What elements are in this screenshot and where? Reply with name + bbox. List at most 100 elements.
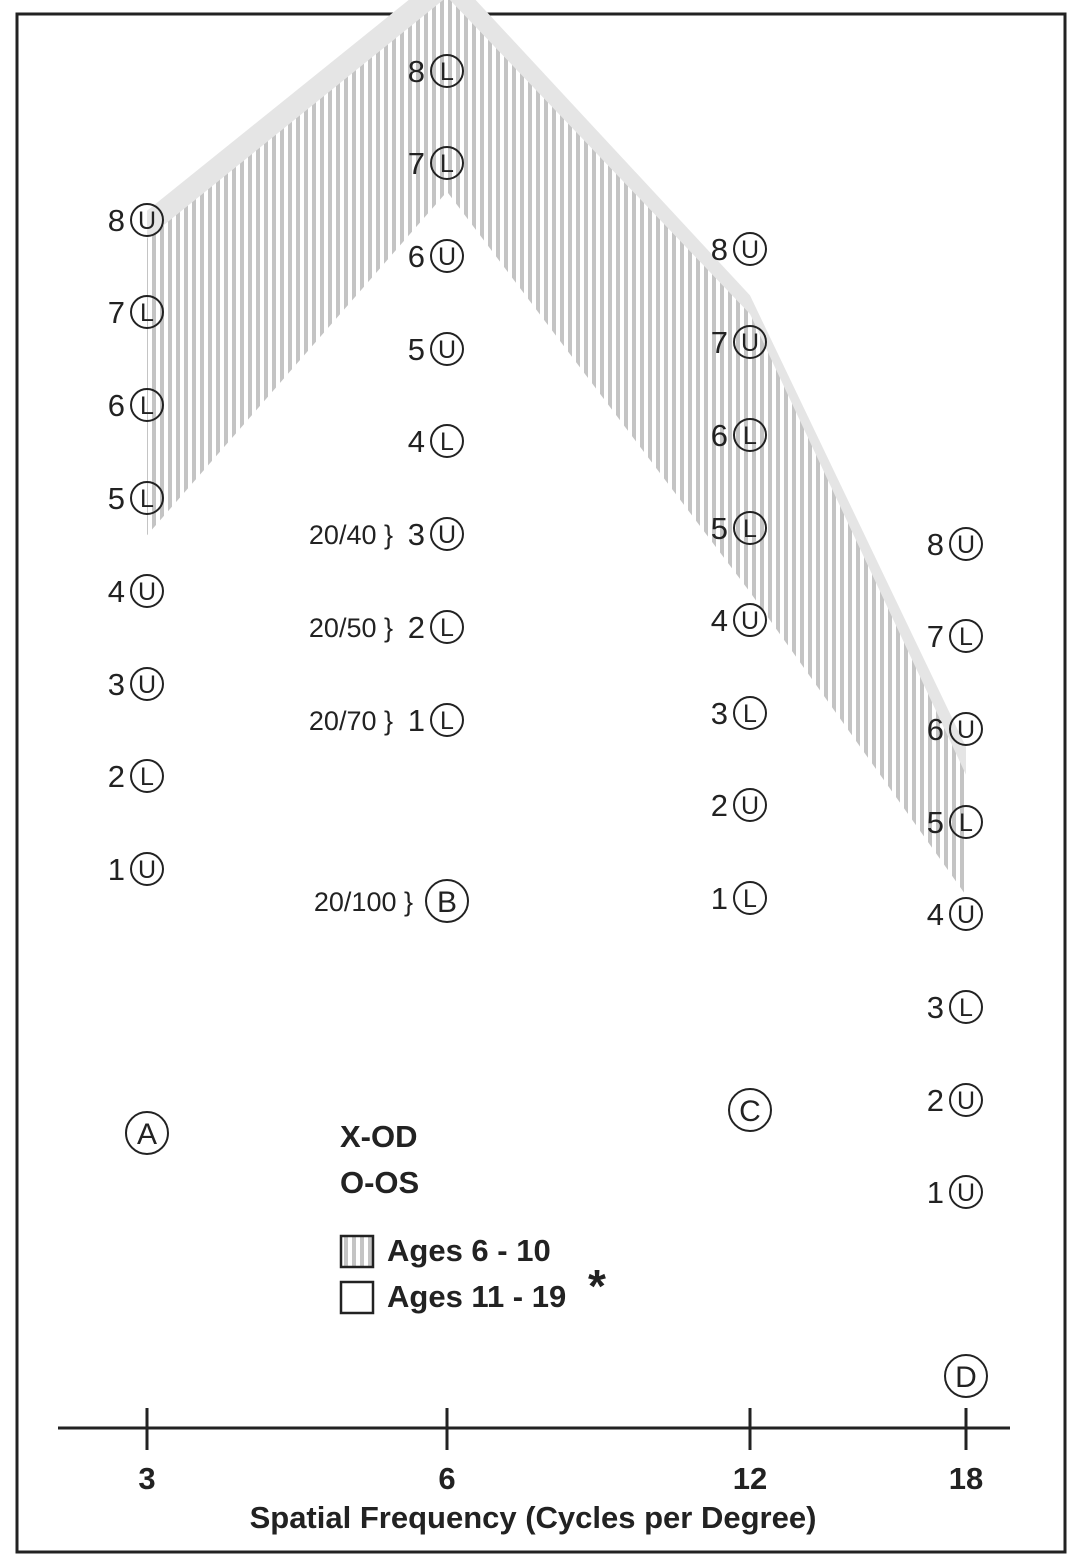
row-marker: 3 U 20/40 } [309,517,464,552]
orientation-circle [949,990,983,1024]
orientation-circle [130,388,164,422]
orientation-circle [130,203,164,237]
x-tick-label: 12 [733,1461,767,1496]
column-b: 1 L20/70 }2 L20/50 }3 U20/40 }4 L5 U6 U7 L8 LB20… [309,54,469,923]
column-label-letter: A [137,1118,157,1151]
x-tick-label: 6 [438,1461,455,1496]
chart-marks: 1 U2 L3 U4 U5 L6 L7 L8 UA1 L20/70 }2 L20/50 }3 U20/… [108,54,988,1398]
row-number: 7 [108,295,125,330]
row-marker: 1 L 20/70 } [309,703,464,738]
orientation-circle [430,332,464,366]
orientation-circle [430,517,464,551]
orientation-circle [733,232,767,266]
orientation-circle [430,239,464,273]
chart-frame [15,12,1067,1554]
column-d: 1 U2 U3 L4 U5 L6 U7 L8 UD [927,527,988,1398]
legend-item-ages-6-10: Ages 6 - 10 [387,1233,551,1268]
column-label-letter: B [437,886,457,919]
legend: X-OD O-OS Ages 6 - 10 Ages 11 - 19 * [339,1119,606,1315]
orientation-circle [733,325,767,359]
x-axis: 3 6 12 18 Spatial Frequency (Cycles per Deg… [58,1408,1010,1535]
orientation-letter: L [743,885,757,913]
row-number: 8 [108,203,125,238]
row-number: 3 [927,990,944,1025]
row-number: 6 [408,239,425,274]
column-a: 1 U2 L3 U4 U5 L6 L7 L8 UA [108,203,169,1155]
column-label-circle [125,1111,169,1155]
orientation-circle [949,619,983,653]
orientation-circle [130,852,164,886]
orientation-circle [430,703,464,737]
orientation-circle [949,1175,983,1209]
orientation-letter: U [957,716,975,744]
column-label-letter: D [955,1361,977,1394]
row-number: 8 [927,527,944,562]
orientation-letter: U [741,236,759,264]
orientation-letter: L [440,150,454,178]
orientation-letter: L [440,58,454,86]
acuity-label: 20/100 } [314,887,413,917]
orientation-letter: L [959,994,973,1022]
orientation-letter: U [741,607,759,635]
orientation-circle [430,610,464,644]
orientation-letter: U [438,521,456,549]
orientation-letter: L [140,299,154,327]
acuity-label: 20/70 } [309,706,393,736]
orientation-letter: L [959,809,973,837]
orientation-letter: U [741,792,759,820]
row-number: 3 [108,667,125,702]
orientation-circle [733,603,767,637]
row-number: 5 [711,511,728,546]
row-number: 5 [927,805,944,840]
x-axis-title: Spatial Frequency (Cycles per Degree) [250,1500,817,1535]
orientation-circle [949,805,983,839]
x-tick-label: 18 [949,1461,983,1496]
row-number: 7 [927,619,944,654]
row-number: 2 [108,759,125,794]
orientation-circle [130,295,164,329]
orientation-letter: L [140,392,154,420]
row-number: 1 [927,1175,944,1210]
orientation-letter: U [957,1179,975,1207]
acuity-label: 20/40 } [309,520,393,550]
orientation-letter: U [957,1087,975,1115]
orientation-circle [430,424,464,458]
orientation-circle [949,712,983,746]
orientation-circle [733,788,767,822]
orientation-letter: L [743,515,757,543]
x-axis-ticks: 3 6 12 18 [138,1408,983,1496]
row-number: 2 [408,610,425,645]
orientation-letter: U [957,531,975,559]
orientation-letter: L [440,707,454,735]
row-number: 6 [927,712,944,747]
orientation-letter: U [138,207,156,235]
row-number: 6 [108,388,125,423]
orientation-circle [733,511,767,545]
orientation-letter: L [140,485,154,513]
column-c: 1 L2 U3 L4 U5 L6 L7 U8 UC [711,232,772,1132]
orientation-circle [430,54,464,88]
orientation-letter: U [438,336,456,364]
orientation-circle [130,481,164,515]
row-number: 7 [711,325,728,360]
orientation-letter: L [743,422,757,450]
orientation-circle [733,418,767,452]
legend-swatch-solid [339,1280,375,1315]
orientation-letter: U [438,243,456,271]
row-number: 8 [408,54,425,89]
column-label-circle [944,1354,988,1398]
legend-marker-od: X-OD [340,1119,418,1154]
row-number: 4 [108,574,125,609]
